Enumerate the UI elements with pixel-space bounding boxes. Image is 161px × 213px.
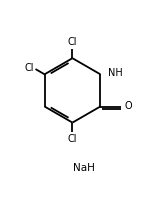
Text: NaH: NaH [73, 164, 95, 173]
Text: O: O [125, 101, 133, 111]
Text: NH: NH [108, 68, 123, 78]
Text: Cl: Cl [68, 134, 77, 144]
Text: Cl: Cl [24, 63, 34, 73]
Text: Cl: Cl [68, 37, 77, 47]
